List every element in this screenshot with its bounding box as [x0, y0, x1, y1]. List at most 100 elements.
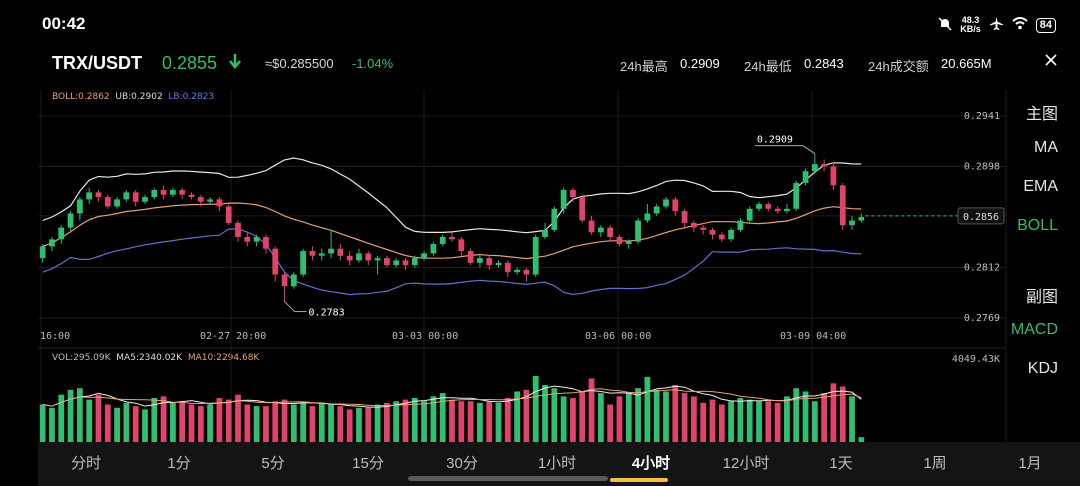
- volume-bar: [160, 396, 167, 442]
- volume-bar: [179, 401, 186, 442]
- volume-bar: [635, 388, 641, 442]
- candle-body: [253, 236, 260, 242]
- volume-bar: [281, 399, 288, 442]
- tab-15m[interactable]: 15分: [352, 455, 384, 472]
- candle-body: [328, 248, 334, 254]
- candle-body: [607, 227, 614, 237]
- candle-body: [58, 227, 65, 240]
- candle-body: [830, 166, 837, 186]
- x-tick-label: 03-06 00:00: [585, 331, 651, 342]
- low-value: 0.2843: [804, 56, 844, 71]
- volume-bar: [207, 404, 213, 442]
- volume-bar: [570, 397, 576, 442]
- volume-bar: [746, 399, 753, 442]
- menu-kdj[interactable]: KDJ: [1027, 360, 1058, 377]
- tab-timeline[interactable]: 分时: [70, 455, 102, 472]
- candle-body: [197, 197, 204, 202]
- volume-bar: [253, 406, 260, 442]
- volume-bar: [579, 391, 586, 442]
- menu-ema[interactable]: EMA: [1023, 178, 1058, 195]
- x-tick-label: 02-27 20:00: [200, 331, 266, 342]
- y-tick-label: 0.2769: [964, 313, 1000, 324]
- volume-bar: [672, 384, 679, 442]
- tab-1d[interactable]: 1天: [829, 455, 853, 472]
- candle-body: [551, 208, 558, 230]
- current-price-badge: [957, 207, 1005, 225]
- candle-body: [793, 182, 800, 209]
- candle-body: [737, 220, 744, 230]
- volume-bar: [802, 391, 809, 442]
- tab-12h[interactable]: 12小时: [722, 455, 770, 472]
- volume-bar: [76, 388, 83, 442]
- x-tick-label: 03-09 04:00: [780, 331, 846, 342]
- price-down-arrow-icon: [228, 53, 242, 74]
- volume-bar: [849, 396, 855, 442]
- candle-body: [104, 197, 111, 207]
- volume-bar: [365, 407, 372, 442]
- volume-bar: [523, 389, 530, 442]
- candle-body: [170, 189, 176, 195]
- volume-bar: [39, 404, 46, 442]
- candle-body: [849, 220, 855, 226]
- close-icon[interactable]: [1044, 50, 1058, 73]
- tab-1w[interactable]: 1周: [923, 455, 947, 472]
- tab-1h[interactable]: 1小时: [537, 455, 577, 472]
- candle-body: [290, 274, 297, 287]
- candle-body: [821, 164, 828, 167]
- candle-body: [263, 236, 269, 249]
- trading-pair[interactable]: TRX/USDT: [52, 53, 142, 73]
- silent-icon: [938, 16, 952, 34]
- candle-body: [76, 199, 83, 214]
- tab-4h[interactable]: 4小时: [631, 455, 671, 472]
- volume-bar: [467, 401, 474, 442]
- menu-macd[interactable]: MACD: [1010, 321, 1058, 338]
- volume-bar: [393, 401, 400, 442]
- network-speed: 48.3 KB/s: [960, 15, 981, 34]
- volume-bar: [337, 406, 344, 442]
- tab-1M[interactable]: 1月: [1018, 455, 1042, 472]
- candle-body: [281, 274, 288, 287]
- volume-bar: [718, 404, 725, 442]
- candle-body: [132, 192, 139, 202]
- volume-bar: [784, 396, 790, 442]
- candle-body: [709, 229, 716, 235]
- battery-indicator: 84: [1035, 17, 1056, 33]
- candle-body: [39, 246, 46, 259]
- price-change: -1.04%: [352, 56, 394, 71]
- volume-bar: [421, 401, 427, 442]
- candle-body: [151, 189, 158, 198]
- tab-30m[interactable]: 30分: [446, 455, 478, 472]
- y-tick-label: 0.2812: [964, 263, 1000, 274]
- candle-body: [523, 269, 530, 275]
- candle-body: [467, 251, 474, 263]
- candle-body: [644, 213, 651, 221]
- candle-body: [802, 171, 809, 183]
- volume-bar: [309, 406, 316, 442]
- candle-body: [383, 258, 390, 266]
- current-price-label: 0.2856: [963, 212, 999, 223]
- active-tab-indicator: [610, 478, 668, 482]
- volume-bar: [151, 397, 158, 442]
- menu-ma[interactable]: MA: [1034, 139, 1058, 156]
- candle-body: [160, 189, 167, 195]
- volume-bar: [235, 394, 241, 442]
- volume-bar: [132, 406, 139, 442]
- candle-body: [300, 251, 307, 275]
- kline-chart[interactable]: 0.2941 0.2898 0.2812 0.2769 16:00 02-27 20:00…: [0, 0, 1008, 445]
- volume-bar: [653, 389, 660, 442]
- volume-bar: [700, 402, 707, 442]
- status-time: 00:42: [42, 14, 86, 33]
- menu-boll[interactable]: BOLL: [1017, 217, 1058, 234]
- candle-body: [672, 199, 679, 212]
- candle-body: [346, 255, 353, 261]
- ma5-value: MA5:2340.02K: [116, 353, 183, 363]
- candle-body: [811, 164, 818, 172]
- tab-5m[interactable]: 5分: [261, 455, 285, 472]
- candle-body: [309, 251, 316, 256]
- high-annotation-leader: [802, 145, 816, 154]
- x-tick-label: 16:00: [40, 331, 70, 342]
- x-tick-label: 03-03 00:00: [392, 331, 458, 342]
- tab-1m[interactable]: 1分: [167, 455, 191, 472]
- volume-bar: [439, 393, 446, 442]
- volume-bar: [663, 391, 669, 442]
